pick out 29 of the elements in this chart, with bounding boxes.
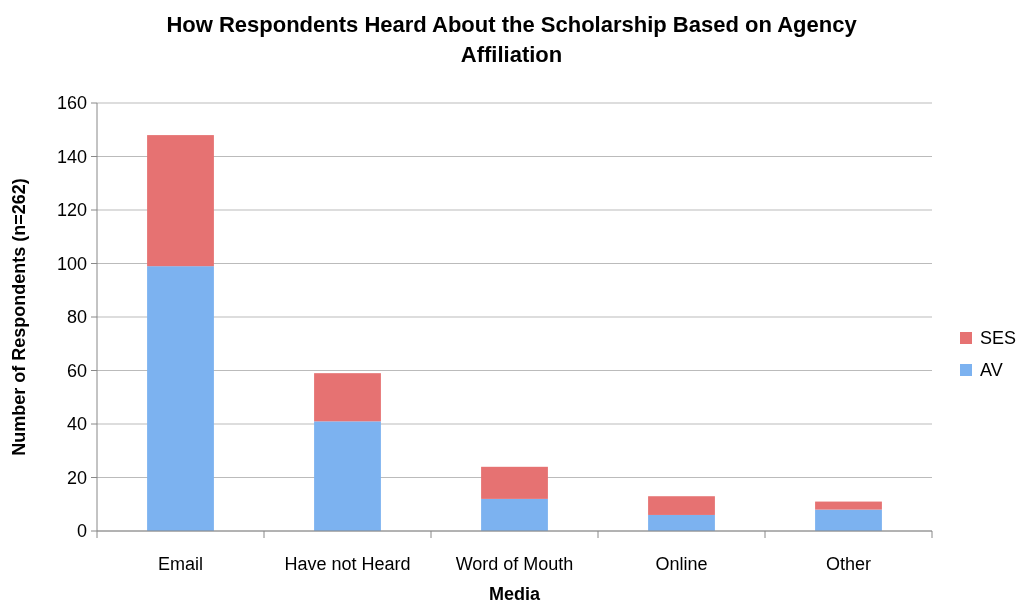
- x-tick-label: Online: [655, 554, 708, 574]
- bar: [314, 421, 381, 531]
- y-tick-label: 80: [66, 307, 87, 328]
- y-tick-label: 60: [66, 360, 87, 381]
- y-axis-title: Number of Respondents (n=262): [9, 178, 29, 456]
- y-tick-label: 120: [56, 200, 87, 221]
- bar: [648, 514, 715, 531]
- legend-label: AV: [980, 360, 1003, 381]
- y-tick-label: 100: [56, 253, 87, 274]
- bar: [815, 509, 882, 531]
- x-tick-label: Email: [157, 554, 204, 574]
- chart-title: How Respondents Heard About the Scholarship Based on Agency Affiliation: [166, 12, 858, 67]
- x-axis-title: Media: [488, 584, 541, 604]
- x-tick-label: Have not Heard: [284, 554, 411, 574]
- y-tick-label: 40: [66, 414, 87, 435]
- y-tick-label: 0: [76, 521, 87, 542]
- bar: [815, 501, 882, 510]
- x-tick-label: Word of Mouth: [455, 554, 574, 574]
- legend-label: SES: [980, 328, 1017, 349]
- bar: [481, 498, 548, 531]
- bar: [314, 373, 381, 422]
- bar: [147, 135, 214, 267]
- y-tick-label: 20: [66, 467, 87, 488]
- x-tick-label: Other: [825, 554, 872, 574]
- bar: [648, 496, 715, 515]
- y-tick-label: 160: [56, 93, 87, 114]
- y-tick-label: 140: [56, 146, 87, 167]
- bar: [147, 266, 214, 531]
- bar: [481, 466, 548, 499]
